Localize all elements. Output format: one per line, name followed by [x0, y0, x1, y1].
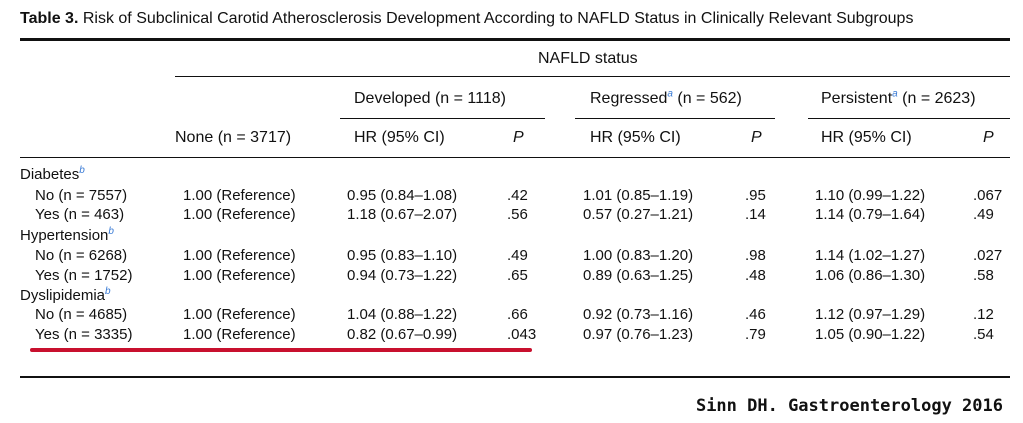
- regressed-hr-header: HR (95% CI): [590, 129, 681, 146]
- regressed-p: .48: [745, 267, 766, 284]
- persistent-p: .49: [973, 206, 994, 223]
- group-name: Hypertension: [20, 227, 109, 244]
- persistent-p: .12: [973, 306, 994, 323]
- persistent-p: .58: [973, 267, 994, 284]
- persistent-hr-header: HR (95% CI): [821, 129, 912, 146]
- regressed-hr: 0.92 (0.73–1.16): [583, 306, 694, 323]
- developed-hr: 0.94 (0.73–1.22): [347, 267, 458, 284]
- regressed-p: .79: [745, 326, 766, 343]
- developed-hr: 0.95 (0.83–1.10): [347, 247, 458, 264]
- developed-p: .043: [507, 326, 537, 343]
- regressed-label: Regressed: [590, 90, 668, 107]
- group-label-dyslipidemia: Dyslipidemiab: [20, 287, 111, 305]
- footnote-b-marker: b: [79, 165, 85, 176]
- developed-rule: [340, 118, 545, 119]
- developed-p: .49: [507, 247, 528, 264]
- footnote-a-marker: a: [892, 88, 898, 100]
- developed-p-header: P: [513, 129, 524, 146]
- regressed-hr: 0.89 (0.63–1.25): [583, 267, 694, 284]
- developed-header: Developed (n = 1118): [354, 90, 506, 107]
- nafld-status-header: NAFLD status: [538, 50, 638, 67]
- persistent-p: .067: [973, 187, 1003, 204]
- developed-hr-header: HR (95% CI): [354, 129, 445, 146]
- row-label: No (n = 7557): [35, 187, 128, 204]
- persistent-p-header: P: [983, 129, 994, 146]
- table-caption: Table 3. Risk of Subclinical Carotid Ath…: [20, 10, 913, 28]
- header-bottom-rule: [20, 157, 1010, 158]
- group-label-hypertension: Hypertensionb: [20, 227, 114, 245]
- citation-credit: Sinn DH. Gastroenterology 2016: [695, 396, 1003, 416]
- regressed-p: .98: [745, 247, 766, 264]
- footnote-b-marker: b: [108, 226, 114, 237]
- developed-p: .56: [507, 206, 528, 223]
- developed-hr: 1.18 (0.67–2.07): [347, 206, 458, 223]
- table-label: Table 3.: [20, 10, 79, 27]
- regressed-p: .95: [745, 187, 766, 204]
- regressed-count: (n = 562): [672, 90, 742, 107]
- none-value: 1.00 (Reference): [183, 326, 296, 343]
- highlight-underline: [30, 348, 532, 352]
- developed-hr: 0.95 (0.84–1.08): [347, 187, 458, 204]
- regressed-hr: 0.97 (0.76–1.23): [583, 326, 694, 343]
- regressed-hr: 1.01 (0.85–1.19): [583, 187, 694, 204]
- group-name: Dyslipidemia: [20, 287, 106, 304]
- table-title: Risk of Subclinical Carotid Atherosclero…: [82, 10, 914, 27]
- regressed-hr: 1.00 (0.83–1.20): [583, 247, 694, 264]
- persistent-hr: 1.14 (1.02–1.27): [815, 247, 926, 264]
- regressed-header: Regresseda (n = 562): [590, 88, 742, 108]
- none-header: None (n = 3717): [175, 129, 292, 146]
- group-label-diabetes: Diabetesb: [20, 166, 85, 184]
- regressed-p: .14: [745, 206, 766, 223]
- persistent-rule: [808, 118, 1010, 119]
- persistent-p: .54: [973, 326, 994, 343]
- none-value: 1.00 (Reference): [183, 247, 296, 264]
- none-value: 1.00 (Reference): [183, 306, 296, 323]
- regressed-hr: 0.57 (0.27–1.21): [583, 206, 694, 223]
- bottom-rule: [20, 376, 1010, 378]
- footnote-b-marker: b: [105, 286, 111, 297]
- row-label: Yes (n = 463): [35, 206, 125, 223]
- regressed-rule: [575, 118, 775, 119]
- none-value: 1.00 (Reference): [183, 206, 296, 223]
- group-name: Diabetes: [20, 166, 80, 183]
- persistent-hr: 1.05 (0.90–1.22): [815, 326, 926, 343]
- row-label: Yes (n = 1752): [35, 267, 133, 284]
- persistent-count: (n = 2623): [897, 90, 976, 107]
- row-label: No (n = 6268): [35, 247, 128, 264]
- persistent-hr: 1.06 (0.86–1.30): [815, 267, 926, 284]
- footnote-a-marker: a: [667, 88, 673, 100]
- persistent-label: Persistent: [821, 90, 893, 107]
- developed-p: .42: [507, 187, 528, 204]
- row-label: Yes (n = 3335): [35, 326, 133, 343]
- persistent-hr: 1.14 (0.79–1.64): [815, 206, 926, 223]
- top-rule: [20, 38, 1010, 41]
- developed-hr: 0.82 (0.67–0.99): [347, 326, 458, 343]
- row-label: No (n = 4685): [35, 306, 128, 323]
- regressed-p-header: P: [751, 129, 762, 146]
- persistent-hr: 1.10 (0.99–1.22): [815, 187, 926, 204]
- regressed-p: .46: [745, 306, 766, 323]
- developed-hr: 1.04 (0.88–1.22): [347, 306, 458, 323]
- persistent-p: .027: [973, 247, 1003, 264]
- developed-p: .65: [507, 267, 528, 284]
- none-value: 1.00 (Reference): [183, 187, 296, 204]
- none-value: 1.00 (Reference): [183, 267, 296, 284]
- persistent-header: Persistenta (n = 2623): [821, 88, 976, 108]
- persistent-hr: 1.12 (0.97–1.29): [815, 306, 926, 323]
- group-rule: [175, 76, 1010, 77]
- developed-p: .66: [507, 306, 528, 323]
